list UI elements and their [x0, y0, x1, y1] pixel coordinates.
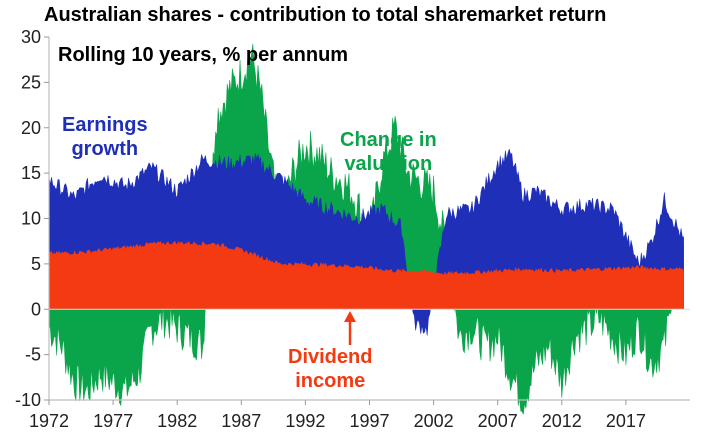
earnings-growth-annotation: Earnings growth — [62, 114, 148, 161]
x-tick-label: 1977 — [93, 411, 133, 431]
y-tick-label: 30 — [21, 27, 41, 47]
dividend-annotation-line-2: income — [295, 369, 366, 392]
x-tick-label: 2012 — [542, 411, 582, 431]
series-area-dividend-income — [48, 241, 684, 310]
y-tick-label: -5 — [25, 345, 41, 365]
dividend-arrow-head — [344, 311, 356, 322]
chart-title: Australian shares - contribution to tota… — [44, 4, 607, 26]
x-tick-label: 2017 — [606, 411, 646, 431]
x-tick-label: 1997 — [349, 411, 389, 431]
dividend-arrow — [344, 311, 356, 345]
tick-labels-layer: -10 -5 0 5 10 15 20 25 30 1972 1977 1982 1987 1992 199… — [15, 27, 646, 431]
y-tick-label: 20 — [21, 118, 41, 138]
y-tick-label: 5 — [31, 254, 41, 274]
axes-layer — [44, 36, 690, 405]
y-tick-label: 25 — [21, 72, 41, 92]
earnings-annotation-line-2: growth — [71, 137, 139, 160]
x-tick-label: 1972 — [29, 411, 69, 431]
x-tick-label: 1992 — [285, 411, 325, 431]
y-tick-label: -10 — [15, 390, 41, 410]
x-tick-label: 1982 — [157, 411, 197, 431]
x-tick-label: 2007 — [478, 411, 518, 431]
dividend-annotation-line-1: Dividend — [288, 346, 373, 368]
earnings-annotation-line-1: Earnings — [62, 114, 148, 136]
x-tick-label: 1987 — [221, 411, 261, 431]
series-layer — [48, 43, 684, 415]
valuation-annotation: Change in valuation — [340, 129, 437, 176]
y-tick-label: 10 — [21, 209, 41, 229]
valuation-annotation-line-1: Change in — [340, 129, 437, 151]
dividend-income-annotation: Dividend income — [288, 346, 372, 393]
y-tick-label: 0 — [31, 299, 41, 319]
x-tick-label: 2002 — [414, 411, 454, 431]
y-tick-label: 15 — [21, 163, 41, 183]
chart-subtitle: Rolling 10 years, % per annum — [58, 44, 349, 66]
valuation-annotation-line-2: valuation — [344, 152, 433, 175]
